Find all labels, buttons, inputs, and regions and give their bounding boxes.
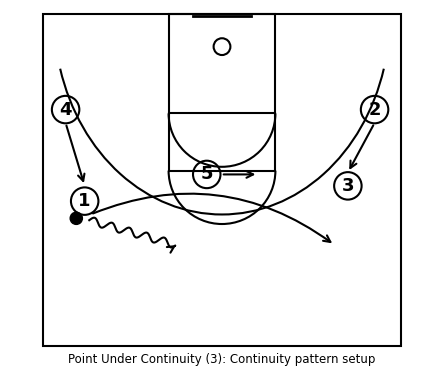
- Text: 4: 4: [59, 101, 72, 118]
- Text: 1: 1: [79, 192, 91, 210]
- Bar: [43, 14, 401, 346]
- Text: 5: 5: [201, 165, 213, 183]
- Text: 2: 2: [369, 101, 381, 118]
- Text: 3: 3: [341, 177, 354, 195]
- Text: Point Under Continuity (3): Continuity pattern setup: Point Under Continuity (3): Continuity p…: [68, 353, 376, 366]
- Circle shape: [70, 212, 83, 224]
- Bar: [169, 14, 275, 171]
